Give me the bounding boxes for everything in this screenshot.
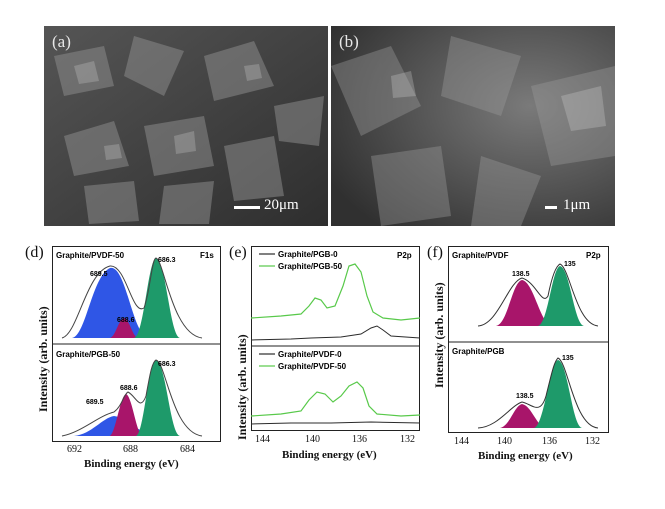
- x-tick: 144: [454, 436, 469, 447]
- peak-label: 138.5: [512, 271, 530, 278]
- envelope: [61, 257, 203, 339]
- sem-image-a: (a) 20μm: [44, 26, 328, 226]
- x-tick: 140: [497, 436, 512, 447]
- panel-e-letter: (e): [229, 244, 247, 261]
- sem-a-letter: (a): [52, 32, 71, 51]
- peak-label: 689.5: [86, 399, 104, 406]
- series-line: [251, 421, 421, 425]
- peak-green: [134, 258, 180, 338]
- panel-e-xlabel: Binding energy (eV): [282, 449, 377, 461]
- x-tick: 688: [123, 444, 138, 455]
- envelope: [477, 357, 599, 429]
- x-tick: 140: [305, 434, 320, 445]
- series-line: [251, 325, 421, 341]
- x-tick: 132: [585, 436, 600, 447]
- peak-label: 688.6: [120, 385, 138, 392]
- panel-e-ylabel: Intensity (arb. units): [235, 334, 249, 440]
- x-tick: 136: [352, 434, 367, 445]
- peak-green: [538, 266, 584, 326]
- panel-d-top-title: Graphite/PVDF-50: [56, 251, 125, 260]
- scale-bar: [234, 206, 260, 209]
- peak-label: 138.5: [516, 393, 534, 400]
- series-line: [251, 263, 421, 321]
- peak-blue: [72, 267, 148, 338]
- panel-f-letter: (f): [427, 244, 443, 261]
- sem-b-letter: (b): [339, 32, 359, 51]
- peak-label: 686.3: [158, 257, 176, 264]
- peak-magenta: [110, 394, 142, 436]
- peak-label: 135: [562, 355, 574, 362]
- peak-label: 688.6: [117, 317, 135, 324]
- x-tick: 132: [400, 434, 415, 445]
- sem-texture-a: [44, 26, 328, 226]
- scale-label: 20μm: [264, 197, 299, 213]
- series-line: [251, 381, 421, 417]
- peak-magenta: [500, 404, 546, 428]
- panel-e-region: P2p: [397, 251, 412, 260]
- peak-magenta: [110, 318, 138, 338]
- legend-label: Graphite/PGB-50: [278, 262, 343, 271]
- x-tick: 692: [67, 444, 82, 455]
- panel-f-xlabel: Binding energy (eV): [478, 450, 573, 462]
- panel-d-ylabel: Intensity (arb. units): [36, 306, 50, 412]
- sem-image-b: (b) 1μm: [331, 26, 615, 226]
- panel-d-bottom-title: Graphite/PGB-50: [56, 350, 121, 359]
- panel-e-plot: Graphite/PGB-0 Graphite/PGB-50 P2p Graph…: [251, 246, 421, 431]
- x-tick: 684: [180, 444, 195, 455]
- x-tick: 136: [542, 436, 557, 447]
- peak-magenta: [496, 280, 552, 326]
- panel-d-plot: Graphite/PVDF-50 F1s 689.5 688.6 686.3 G…: [52, 246, 221, 442]
- legend-label: Graphite/PVDF-50: [278, 362, 347, 371]
- sem-texture-b: [331, 26, 615, 226]
- peak-green: [136, 360, 180, 436]
- scale-bar: [545, 206, 557, 209]
- peak-green: [534, 360, 582, 428]
- panel-d-xlabel: Binding energy (eV): [84, 458, 179, 470]
- peak-label: 135: [564, 261, 576, 268]
- panel-f-bottom-title: Graphite/PGB: [452, 347, 505, 356]
- scale-label: 1μm: [563, 197, 591, 213]
- peak-label: 686.3: [158, 361, 176, 368]
- x-tick: 144: [255, 434, 270, 445]
- panel-f-plot: Graphite/PVDF P2p 138.5 135 Graphite/PGB…: [448, 246, 609, 433]
- legend-label: Graphite/PVDF-0: [278, 350, 342, 359]
- legend-label: Graphite/PGB-0: [278, 250, 338, 259]
- panel-d-region: F1s: [200, 251, 214, 260]
- peak-label: 689.5: [90, 271, 108, 278]
- panel-f-top-title: Graphite/PVDF: [452, 251, 509, 260]
- envelope: [477, 263, 599, 327]
- envelope: [61, 359, 203, 437]
- panel-f-ylabel: Intensity (arb. units): [432, 282, 446, 388]
- panel-d-letter: (d): [25, 244, 44, 261]
- panel-f-region: P2p: [586, 251, 601, 260]
